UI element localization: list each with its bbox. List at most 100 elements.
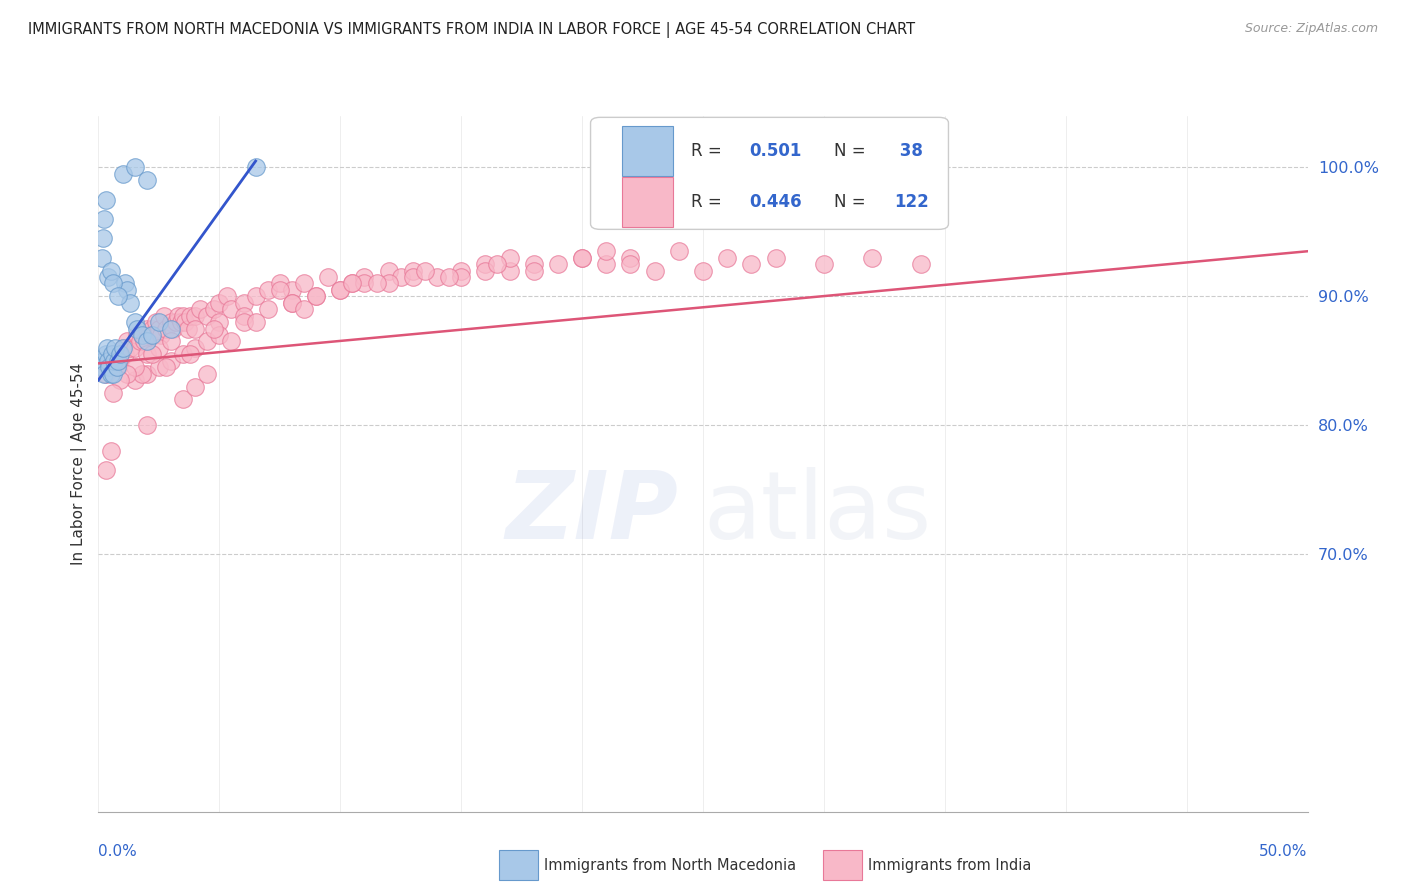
Point [135,173,157,187]
Point [135,334,157,349]
Point [98,360,121,375]
Point [813,257,835,271]
Point [97,270,120,285]
Point [97,353,120,368]
Point [118,341,141,355]
Point [117,334,139,349]
Point [595,257,617,271]
Point [160,353,183,368]
Point [152,309,174,323]
Text: 122: 122 [894,193,929,211]
Point [523,263,546,277]
Point [184,321,207,335]
Point [366,277,388,291]
Point [160,334,183,349]
Bar [621,126,673,177]
Point [204,302,226,317]
Point [450,263,472,277]
Point [118,295,141,310]
Point [91,231,114,245]
Point [117,283,139,297]
Point [195,367,218,381]
Point [245,289,267,303]
Point [131,328,153,343]
Point [208,295,231,310]
Point [145,315,167,329]
Point [94,347,117,361]
Point [195,334,218,349]
Point [184,309,207,323]
Point [377,263,399,277]
Point [100,444,122,458]
Point [232,295,254,310]
Point [155,360,177,375]
Point [169,315,191,329]
Point [167,309,190,323]
Point [245,161,267,175]
Point [100,367,122,381]
Point [619,251,641,265]
Point [765,251,787,265]
Text: Source: ZipAtlas.com: Source: ZipAtlas.com [1244,22,1378,36]
Point [402,263,425,277]
Point [571,251,593,265]
Point [208,315,231,329]
Point [172,309,194,323]
Point [174,315,197,329]
Point [101,367,124,381]
Point [111,167,134,181]
Point [172,392,194,407]
Y-axis label: In Labor Force | Age 45-54: In Labor Force | Age 45-54 [72,363,87,565]
Point [342,277,364,291]
Point [160,321,183,335]
FancyBboxPatch shape [591,118,949,229]
Point [269,277,291,291]
Point [281,295,304,310]
Point [100,263,122,277]
Point [437,270,460,285]
Point [148,321,170,335]
Point [474,263,496,277]
Text: R =: R = [690,193,727,211]
Point [105,360,128,375]
Point [100,347,122,361]
Point [141,321,163,335]
Point [131,367,153,381]
Point [305,289,328,303]
Text: R =: R = [690,142,727,161]
Text: Immigrants from India: Immigrants from India [868,858,1031,872]
Point [208,328,231,343]
Point [215,289,238,303]
Point [402,270,425,285]
Point [232,309,254,323]
Point [124,315,146,329]
Point [135,367,157,381]
Point [377,277,399,291]
Point [292,277,315,291]
Point [547,257,569,271]
Point [195,309,218,323]
Point [165,315,187,329]
Point [94,367,117,381]
Point [740,257,762,271]
Point [221,334,243,349]
Point [117,367,139,381]
Point [148,341,170,355]
Point [131,328,153,343]
Text: 0.0%: 0.0% [98,844,138,859]
Point [127,328,149,343]
Point [162,321,184,335]
Point [91,251,114,265]
Point [150,328,173,343]
Point [135,347,157,361]
Text: 50.0%: 50.0% [1260,844,1308,859]
Point [114,347,136,361]
Point [94,463,117,477]
Point [141,328,163,343]
Text: IMMIGRANTS FROM NORTH MACEDONIA VS IMMIGRANTS FROM INDIA IN LABOR FORCE | AGE 45: IMMIGRANTS FROM NORTH MACEDONIA VS IMMIG… [28,22,915,38]
Point [124,360,146,375]
Point [104,353,127,368]
Point [256,283,278,297]
Point [316,270,339,285]
Point [256,302,278,317]
